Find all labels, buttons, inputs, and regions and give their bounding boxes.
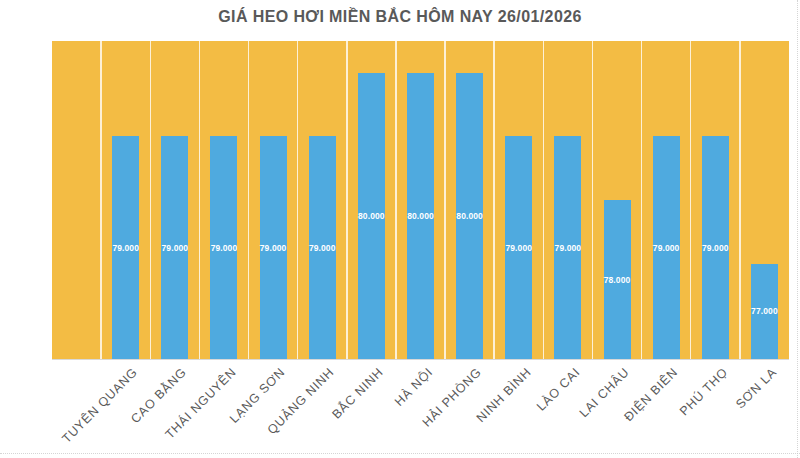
bar: 79.000 (210, 136, 237, 359)
chart-title: GIÁ HEO HƠI MIỀN BẮC HÔM NAY 26/01/2026 (0, 8, 800, 26)
x-axis-label: CAO BẰNG (129, 365, 190, 426)
plot-gridline (592, 41, 594, 359)
plot-gridline (690, 41, 692, 359)
bar-value-label: 79.000 (260, 243, 287, 253)
x-axis-label: NINH BÌNH (474, 365, 534, 425)
bar-value-label: 79.000 (309, 243, 336, 253)
sheet-gridline-bottom (0, 453, 800, 454)
x-axis-label: LẠNG SƠN (227, 365, 288, 426)
plot-gridline (248, 41, 250, 359)
bar: 79.000 (702, 136, 729, 359)
bar: 77.000 (751, 264, 778, 359)
plot-gridline (346, 41, 348, 359)
bar-value-label: 79.000 (702, 243, 729, 253)
bar-value-label: 80.000 (456, 211, 483, 221)
plot-gridline (199, 41, 201, 359)
plot-gridline (543, 41, 545, 359)
x-axis-label: PHÚ THỌ (677, 365, 730, 418)
bar: 79.000 (112, 136, 139, 359)
bar: 79.000 (309, 136, 336, 359)
bar: 79.000 (260, 136, 287, 359)
x-axis-label: QUẢNG NINH (265, 365, 337, 437)
bar: 80.000 (456, 73, 483, 359)
x-axis-label: ĐIỆN BIÊN (622, 365, 681, 424)
plot-area: 79.000 79.000 79.000 79.000 79.000 80.000 80.0… (52, 41, 789, 360)
chart-canvas: GIÁ HEO HƠI MIỀN BẮC HÔM NAY 26/01/2026 … (0, 0, 800, 458)
bar: 79.000 (161, 136, 188, 359)
bar: 78.000 (604, 200, 631, 359)
bar: 79.000 (554, 136, 581, 359)
x-axis-label: HÀ NỘI (392, 365, 436, 409)
bar-value-label: 79.000 (211, 243, 238, 253)
bar-value-label: 80.000 (407, 211, 434, 221)
x-axis-label: LÀO CAI (534, 365, 583, 414)
plot-gridline (150, 41, 152, 359)
bar-value-label: 79.000 (162, 243, 189, 253)
bar-value-label: 78.000 (604, 275, 631, 285)
bar: 79.000 (653, 136, 680, 359)
bar-value-label: 79.000 (653, 243, 680, 253)
x-axis-label: SƠN LA (733, 365, 779, 411)
plot-gridline (297, 41, 299, 359)
plot-gridline (739, 41, 741, 359)
x-axis-label: HẢI PHÒNG (420, 365, 485, 430)
bar-value-label: 79.000 (555, 243, 582, 253)
bar-value-label: 80.000 (358, 211, 385, 221)
bar-value-label: 77.000 (751, 306, 778, 316)
bar-value-label: 79.000 (112, 243, 139, 253)
plot-gridline (444, 41, 446, 359)
bar: 80.000 (407, 73, 434, 359)
plot-gridline (100, 41, 102, 359)
bar: 79.000 (505, 136, 532, 359)
plot-gridline (395, 41, 397, 359)
plot-gridline (641, 41, 643, 359)
bar-value-label: 79.000 (505, 243, 532, 253)
x-axis-label: BẮC NINH (330, 365, 387, 422)
sheet-gridline-right (797, 0, 798, 458)
x-axis-label: THÁI NGUYÊN (162, 365, 239, 442)
bar: 80.000 (358, 73, 385, 359)
x-axis-label: LAI CHÂU (577, 365, 632, 420)
x-axis-label: TUYÊN QUANG (60, 365, 141, 446)
plot-gridline (493, 41, 495, 359)
